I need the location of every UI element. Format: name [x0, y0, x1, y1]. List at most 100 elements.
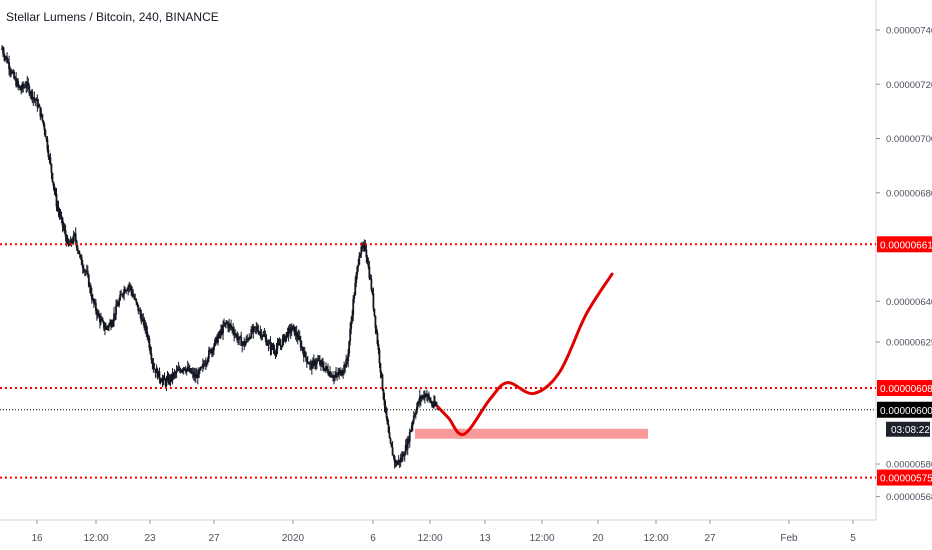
candle-body — [26, 82, 29, 87]
candle-body — [161, 379, 164, 383]
time-axis-label: 6 — [370, 533, 376, 544]
candle-body — [183, 367, 186, 370]
candle-body — [425, 395, 428, 397]
candle-body — [39, 106, 42, 117]
candle-body — [16, 81, 19, 86]
candle-body — [41, 114, 44, 121]
candle-body — [179, 370, 182, 372]
candle-body — [199, 367, 202, 370]
chart-title: Stellar Lumens / Bitcoin, 240, BINANCE — [6, 10, 219, 24]
candle-body — [44, 129, 47, 137]
candle-body — [21, 84, 24, 90]
candle-body — [258, 332, 261, 334]
candle-body — [272, 348, 275, 350]
candle-body — [10, 71, 12, 74]
candle-body — [201, 363, 204, 367]
candle-body — [159, 379, 162, 382]
price-axis-label: 0.00000568 — [886, 492, 932, 503]
candle-body — [8, 62, 10, 69]
candle-body — [169, 376, 172, 381]
time-axis[interactable]: 16 12:00 23 27 2020 6 12:00 13 12:00 20 12:00 27 Feb… — [31, 520, 856, 544]
price-axis[interactable]: 0.00000740 0.00000720 0.00000700 0.00000680… — [876, 26, 932, 504]
candle-body — [108, 324, 110, 328]
candle-body — [255, 326, 258, 328]
candle-body — [282, 335, 285, 339]
candle-body — [24, 86, 27, 88]
candle-body — [403, 454, 406, 457]
target-zone[interactable] — [415, 428, 648, 439]
candle-body — [377, 344, 380, 350]
candle-body — [406, 438, 409, 449]
candle-body — [85, 270, 88, 272]
candle-body — [126, 289, 129, 291]
candle-body — [342, 371, 345, 374]
candle-body — [112, 320, 114, 325]
candle-body — [115, 305, 117, 315]
candle-body — [209, 349, 211, 351]
level-price-tag — [877, 236, 932, 253]
candle-body — [5, 56, 7, 58]
candle-body — [435, 404, 437, 406]
candle-body — [160, 381, 163, 383]
candle-body — [65, 236, 68, 244]
candle-body — [167, 377, 170, 383]
price-axis-label: 0.00000625 — [886, 337, 932, 348]
candle-body — [309, 363, 312, 365]
time-axis-label: 2020 — [282, 533, 305, 544]
candle-body — [310, 363, 313, 369]
candle-body — [216, 337, 218, 343]
horizontal-levels — [0, 243, 876, 479]
candle-body — [313, 360, 316, 366]
countdown-tag — [886, 421, 930, 437]
candle-body — [76, 247, 79, 251]
candle-body — [32, 97, 35, 100]
candle-body — [40, 114, 43, 117]
candle-body — [116, 305, 118, 307]
price-axis-label: 0.00000640 — [886, 297, 932, 308]
candle-body — [58, 211, 61, 216]
candle-body — [192, 372, 195, 377]
candle-body — [227, 323, 229, 328]
candle-body — [306, 362, 309, 364]
candle-body — [96, 312, 99, 316]
candle-body — [276, 343, 279, 349]
candle-body — [275, 348, 278, 354]
candle-body — [173, 372, 176, 374]
candle-body — [240, 337, 243, 346]
candle-body — [233, 331, 236, 336]
candle-body — [138, 310, 141, 312]
candle-body — [314, 363, 317, 366]
candle-body — [408, 431, 411, 442]
candle-body — [251, 329, 254, 333]
candle-body — [93, 302, 96, 304]
projection-curve[interactable] — [436, 272, 614, 437]
candle-body — [360, 246, 363, 254]
candle-body — [238, 336, 241, 340]
candle-body — [143, 319, 146, 328]
candle-body — [164, 380, 167, 386]
level-price-tag — [877, 380, 932, 397]
candle-body — [218, 332, 220, 337]
candle-body — [48, 156, 51, 158]
candle-body — [239, 336, 242, 338]
candle-body — [359, 253, 362, 257]
candle-body — [6, 56, 8, 63]
candle-body — [145, 325, 148, 332]
candle-body — [364, 244, 367, 250]
candle-body — [424, 394, 427, 397]
candle-body — [61, 217, 64, 226]
candle-body — [347, 353, 350, 362]
candle-body — [87, 275, 90, 287]
candle-body — [158, 371, 161, 380]
candle-body — [392, 455, 395, 457]
candle-body — [297, 335, 300, 340]
candle-body — [363, 244, 366, 246]
candle-body — [331, 376, 333, 378]
candle-body — [344, 365, 347, 368]
candle-body — [229, 323, 231, 326]
candle-body — [411, 421, 414, 426]
candle-body — [178, 368, 181, 371]
candle-body — [234, 334, 237, 336]
candle-body — [20, 89, 23, 91]
